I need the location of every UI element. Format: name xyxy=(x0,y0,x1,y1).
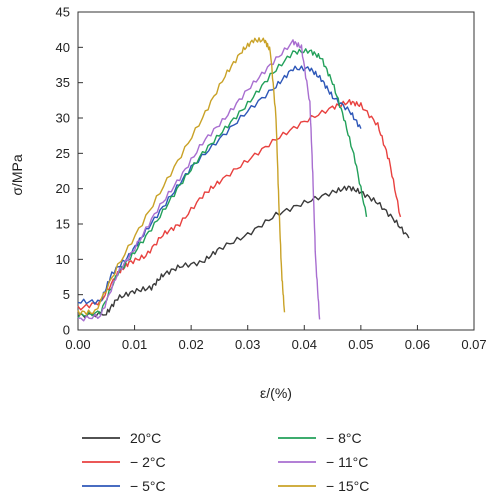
series-layer xyxy=(77,37,410,322)
x-tick-label: 0.02 xyxy=(178,337,203,352)
x-tick-label: 0.00 xyxy=(65,337,90,352)
y-axis-title: σ/MPa xyxy=(9,154,25,196)
axes: 0.00 0.01 0.02 0.03 0.04 0.05 0.06 0.07 0 5 10 15 20… xyxy=(56,5,487,353)
x-tick-label: 0.05 xyxy=(348,337,373,352)
series-line-3 xyxy=(77,48,368,319)
y-tick-label: 5 xyxy=(63,287,70,302)
legend: 20°C − 2°C − 5°C − 8°C − 11°C − 15°C xyxy=(82,430,369,494)
y-tick-label: 10 xyxy=(56,252,70,267)
legend-label-0: 20°C xyxy=(130,430,161,446)
series-line-4 xyxy=(78,39,321,322)
legend-label-3: − 8°C xyxy=(326,430,362,446)
y-tick-label: 45 xyxy=(56,5,70,20)
y-tick-label: 35 xyxy=(56,75,70,90)
y-tick-label: 30 xyxy=(56,111,70,126)
series-line-1 xyxy=(77,99,402,311)
x-tick-label: 0.06 xyxy=(405,337,430,352)
y-tick-label: 40 xyxy=(56,40,70,55)
plot-frame xyxy=(77,11,475,331)
x-tick-label: 0.01 xyxy=(122,337,147,352)
x-axis-title: ε/(%) xyxy=(260,385,292,401)
legend-label-4: − 11°C xyxy=(326,454,368,470)
x-tick-label: 0.07 xyxy=(461,337,486,352)
series-line-2 xyxy=(77,65,362,305)
legend-label-1: − 2°C xyxy=(130,454,166,470)
series-line-0 xyxy=(77,185,410,319)
x-tick-label: 0.04 xyxy=(292,337,317,352)
series-line-5 xyxy=(77,37,286,316)
legend-label-5: − 15°C xyxy=(326,478,369,494)
legend-label-2: − 5°C xyxy=(130,478,166,494)
y-tick-label: 20 xyxy=(56,181,70,196)
y-tick-label: 15 xyxy=(56,217,70,232)
y-tick-label: 25 xyxy=(56,146,70,161)
y-tick-label: 0 xyxy=(63,323,70,338)
x-tick-label: 0.03 xyxy=(235,337,260,352)
